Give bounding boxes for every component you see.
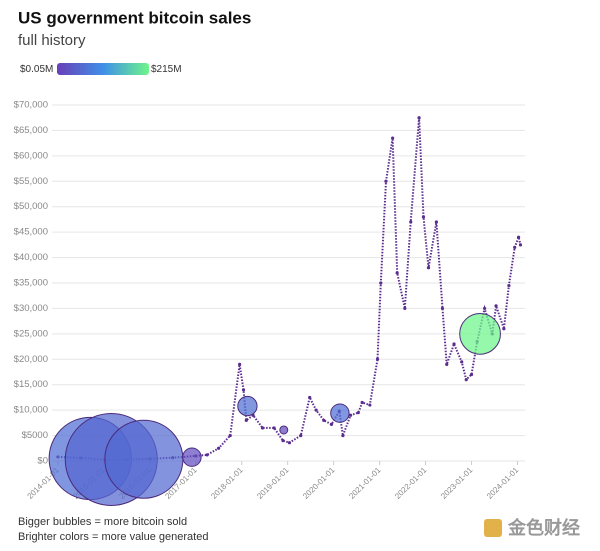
- color-legend-max: $215M: [151, 64, 182, 75]
- price-point: [460, 360, 464, 364]
- price-point: [272, 426, 276, 430]
- price-point: [348, 413, 353, 417]
- price-point: [409, 220, 413, 224]
- x-tick-label: 2021-01-01: [347, 465, 383, 501]
- price-point: [440, 306, 445, 311]
- chart-title: US government bitcoin sales: [18, 8, 251, 27]
- sale-bubble: [459, 312, 501, 355]
- price-point: [464, 378, 468, 382]
- y-tick-label: $55,000: [14, 176, 48, 187]
- sale-bubble: [104, 419, 184, 499]
- price-point: [205, 453, 209, 457]
- y-tick-label: $20,000: [14, 354, 48, 365]
- x-tick-label: 2018-01-01: [209, 465, 245, 501]
- price-point: [403, 306, 407, 311]
- price-point: [421, 215, 426, 219]
- price-point: [299, 433, 303, 438]
- y-tick-label: $25,000: [14, 328, 48, 339]
- price-point: [379, 281, 383, 285]
- y-tick-label: $15,000: [14, 379, 48, 390]
- sale-bubble: [182, 447, 202, 467]
- y-tick-label: $30,000: [14, 303, 48, 314]
- price-point: [228, 433, 232, 438]
- y-tick-label: $10,000: [14, 405, 48, 416]
- watermark: 金色财经: [507, 517, 580, 538]
- price-point: [360, 400, 364, 405]
- price-point: [341, 433, 345, 438]
- price-point: [356, 411, 360, 415]
- price-point: [375, 357, 380, 361]
- sale-bubble: [279, 425, 289, 435]
- chart-subtitle: full history: [18, 32, 86, 49]
- y-tick-label: $5000: [22, 430, 48, 441]
- price-point: [395, 271, 399, 275]
- price-point: [507, 283, 511, 288]
- y-tick-label: $50,000: [14, 201, 48, 212]
- y-tick-label: $35,000: [14, 278, 48, 289]
- price-point: [483, 306, 487, 311]
- price-point: [308, 395, 312, 400]
- price-point: [244, 418, 248, 422]
- price-point: [516, 235, 521, 239]
- price-point: [445, 362, 449, 366]
- price-point: [518, 243, 523, 247]
- price-point: [322, 418, 326, 422]
- y-tick-label: $65,000: [14, 125, 48, 136]
- y-tick-label: $40,000: [14, 252, 48, 263]
- sale-bubble: [237, 395, 258, 417]
- price-point: [217, 446, 221, 450]
- x-tick-label: 2022-01-01: [393, 465, 429, 501]
- price-point: [260, 426, 265, 430]
- price-point: [513, 245, 517, 249]
- price-point: [384, 179, 388, 183]
- x-tick-label: 2019-01-01: [255, 465, 291, 501]
- price-point: [469, 372, 474, 377]
- price-point: [434, 220, 439, 224]
- price-point: [329, 422, 334, 426]
- price-point: [426, 266, 431, 270]
- y-tick-label: $45,000: [14, 227, 48, 238]
- sale-bubble: [330, 403, 350, 423]
- color-legend-bar: [57, 63, 149, 75]
- price-point: [241, 388, 246, 392]
- y-tick-label: $60,000: [14, 150, 48, 161]
- color-legend-min: $0.05M: [20, 64, 53, 75]
- note: Brighter colors = more value generated: [18, 531, 208, 543]
- y-tick-label: $70,000: [14, 100, 48, 111]
- price-point: [391, 136, 395, 140]
- note: Bigger bubbles = more bitcoin sold: [18, 516, 187, 528]
- y-tick-label: $0: [37, 456, 48, 467]
- price-point: [238, 362, 242, 366]
- x-tick-label: 2020-01-01: [301, 465, 337, 501]
- price-point: [452, 342, 456, 346]
- price-point: [502, 327, 506, 331]
- price-point: [314, 408, 318, 412]
- price-point: [417, 116, 421, 120]
- x-tick-label: 2023-01-01: [439, 465, 475, 501]
- price-point: [281, 439, 285, 443]
- price-point: [494, 304, 498, 308]
- x-tick-label: 2024-01-01: [485, 465, 521, 501]
- watermark-logo: [484, 519, 502, 537]
- price-point: [368, 403, 372, 407]
- price-point: [287, 441, 292, 445]
- price-line: [57, 117, 522, 461]
